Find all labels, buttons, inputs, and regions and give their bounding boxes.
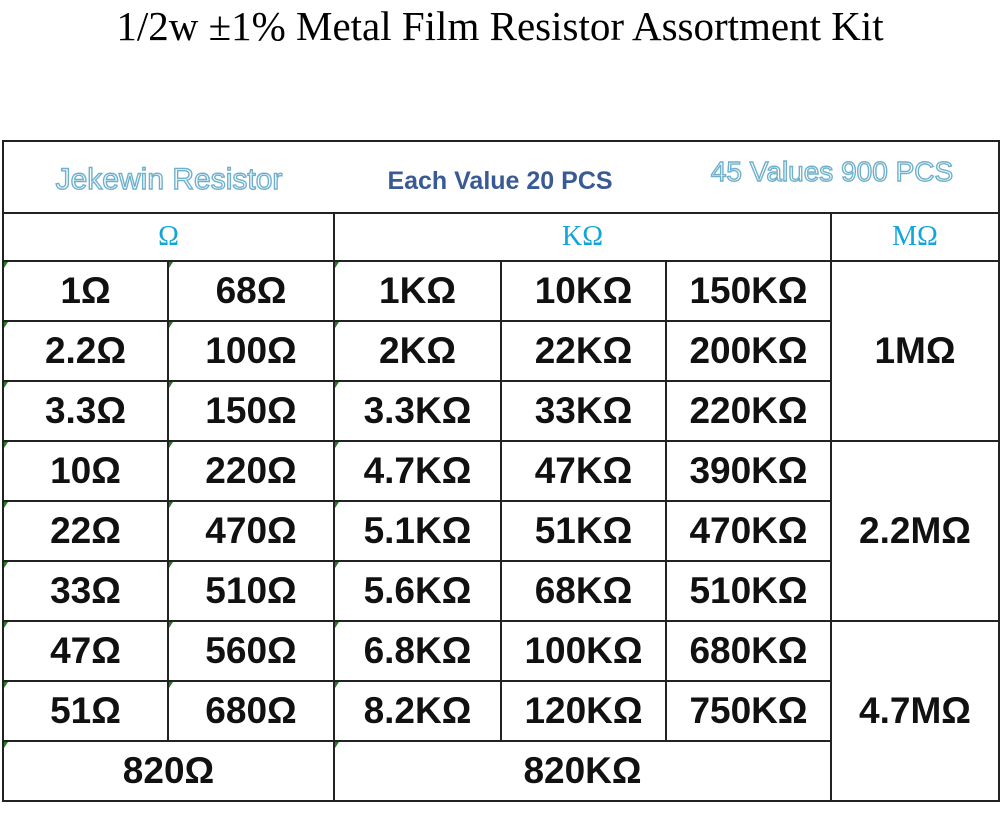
value-cell: 120KΩ (500, 680, 667, 742)
megaohm-cell: 2.2MΩ (830, 440, 1000, 622)
value-cell: 820Ω (2, 740, 335, 802)
value-cell: 6.8KΩ (333, 620, 502, 682)
unit-mohm: MΩ (830, 212, 1000, 262)
value-cell: 680Ω (167, 680, 335, 742)
value-cell: 8.2KΩ (333, 680, 502, 742)
value-cell: 22KΩ (500, 320, 667, 382)
value-cell: 2KΩ (333, 320, 502, 382)
table-row: 1Ω 68Ω 1KΩ 10KΩ 150KΩ 1MΩ (2, 260, 1000, 442)
value-cell: 51Ω (2, 680, 169, 742)
value-cell: 51KΩ (500, 500, 667, 562)
value-cell: 750KΩ (665, 680, 832, 742)
total-values-text: 45 Values 900 PCS (710, 155, 954, 187)
header-row: Jekewin Resistor Each Value 20 PCS 45 Va… (2, 140, 1000, 214)
each-value-text: Each Value 20 PCS (387, 167, 613, 195)
value-cell: 2.2Ω (2, 320, 169, 382)
table-row: 47Ω 560Ω 6.8KΩ 100KΩ 680KΩ 4.7MΩ (2, 620, 1000, 802)
table-row: 2.2Ω 100Ω 2KΩ 22KΩ 200KΩ (2, 320, 999, 382)
value-cell: 10Ω (2, 440, 169, 502)
value-cell: 5.1KΩ (333, 500, 502, 562)
unit-ohm: Ω (2, 212, 335, 262)
value-cell: 47Ω (2, 620, 169, 682)
value-cell: 100KΩ (500, 620, 667, 682)
value-cell: 33KΩ (500, 380, 667, 442)
unit-row: Ω KΩ MΩ (2, 212, 1000, 262)
table-row: 33Ω 510Ω 5.6KΩ 68KΩ 510KΩ (2, 560, 999, 622)
value-cell: 68KΩ (500, 560, 667, 622)
table-row: 3.3Ω 150Ω 3.3KΩ 33KΩ 220KΩ (2, 380, 999, 442)
value-cell: 10KΩ (500, 260, 667, 322)
value-cell: 390KΩ (665, 440, 832, 502)
resistor-values-table: Jekewin Resistor Each Value 20 PCS 45 Va… (2, 140, 1000, 802)
table-row: 820Ω 820KΩ (2, 740, 999, 802)
brand-name: Jekewin Resistor (55, 162, 283, 196)
value-cell: 100Ω (167, 320, 335, 382)
value-cell: 820KΩ (333, 740, 832, 802)
table-row: 22Ω 470Ω 5.1KΩ 51KΩ 470KΩ (2, 500, 999, 562)
megaohm-cell: 4.7MΩ (830, 620, 1000, 802)
value-cell: 220KΩ (665, 380, 832, 442)
page-title: 1/2w ±1% Metal Film Resistor Assortment … (116, 3, 884, 49)
value-cell: 1Ω (2, 260, 169, 322)
value-cell: 68Ω (167, 260, 335, 322)
value-cell: 1KΩ (333, 260, 502, 322)
value-cell: 510KΩ (665, 560, 832, 622)
value-cell: 47KΩ (500, 440, 667, 502)
value-cell: 33Ω (2, 560, 169, 622)
table-row: 51Ω 680Ω 8.2KΩ 120KΩ 750KΩ (2, 680, 999, 742)
value-cell: 150Ω (167, 380, 335, 442)
megaohm-cell: 1MΩ (830, 260, 1000, 442)
value-cell: 560Ω (167, 620, 335, 682)
value-cell: 150KΩ (665, 260, 832, 322)
value-cell: 3.3Ω (2, 380, 169, 442)
value-cell: 510Ω (167, 560, 335, 622)
value-cell: 5.6KΩ (333, 560, 502, 622)
value-cell: 470KΩ (665, 500, 832, 562)
value-cell: 3.3KΩ (333, 380, 502, 442)
value-cell: 220Ω (167, 440, 335, 502)
value-cell: 4.7KΩ (333, 440, 502, 502)
unit-kohm: KΩ (333, 212, 832, 262)
value-cell: 470Ω (167, 500, 335, 562)
value-cell: 680KΩ (665, 620, 832, 682)
table-row: 10Ω 220Ω 4.7KΩ 47KΩ 390KΩ 2.2MΩ (2, 440, 1000, 622)
value-cell: 200KΩ (665, 320, 832, 382)
value-cell: 22Ω (2, 500, 169, 562)
